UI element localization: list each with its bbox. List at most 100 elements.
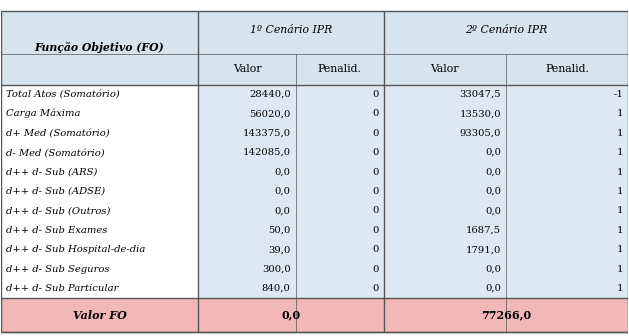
Text: 0: 0 (372, 284, 379, 293)
Bar (384, 162, 628, 182)
Text: 1: 1 (617, 226, 623, 235)
Text: 0: 0 (372, 168, 379, 176)
Text: 0: 0 (372, 90, 379, 99)
Text: d++ d- Sub Particular: d++ d- Sub Particular (6, 284, 118, 293)
Bar (198, 201, 384, 220)
Text: 1687,5: 1687,5 (466, 226, 501, 235)
Bar (198, 259, 384, 279)
Text: d++ d- Sub Seguros: d++ d- Sub Seguros (6, 265, 109, 274)
Bar (198, 85, 384, 104)
Bar (1, 85, 198, 104)
Text: Valor FO: Valor FO (72, 309, 126, 321)
Text: -1: -1 (613, 90, 623, 99)
Text: d++ d- Sub Exames: d++ d- Sub Exames (6, 226, 107, 235)
Text: 0: 0 (372, 148, 379, 157)
Bar (1, 11, 628, 54)
Text: 840,0: 840,0 (262, 284, 291, 293)
Text: 1: 1 (617, 265, 623, 274)
Bar (198, 240, 384, 259)
Text: 143375,0: 143375,0 (243, 129, 291, 138)
Text: d++ d- Sub (ARS): d++ d- Sub (ARS) (6, 168, 97, 176)
Bar (198, 220, 384, 240)
Text: 50,0: 50,0 (269, 226, 291, 235)
Text: Penalid.: Penalid. (545, 65, 589, 74)
Text: 0,0: 0,0 (485, 265, 501, 274)
Bar (384, 85, 628, 104)
Text: 1: 1 (617, 284, 623, 293)
Text: 142085,0: 142085,0 (243, 148, 291, 157)
Bar (1, 54, 628, 85)
Bar (1, 259, 198, 279)
Bar (384, 123, 628, 143)
Text: d- Med (Somatório): d- Med (Somatório) (6, 148, 104, 157)
Bar (384, 182, 628, 201)
Text: Carga Máxima: Carga Máxima (6, 109, 81, 119)
Bar (384, 240, 628, 259)
Text: 0: 0 (372, 187, 379, 196)
Text: 1: 1 (617, 245, 623, 254)
Text: 0,0: 0,0 (275, 168, 291, 176)
Text: 93305,0: 93305,0 (459, 129, 501, 138)
Bar (1, 279, 198, 298)
Bar (198, 123, 384, 143)
Text: 0,0: 0,0 (281, 309, 301, 321)
Text: 1: 1 (617, 109, 623, 118)
Text: 1: 1 (617, 148, 623, 157)
Text: 0,0: 0,0 (485, 187, 501, 196)
Bar (1, 143, 198, 162)
Bar (384, 104, 628, 123)
Text: Valor: Valor (233, 65, 261, 74)
Text: 0: 0 (372, 226, 379, 235)
Text: 0,0: 0,0 (275, 187, 291, 196)
Bar (1, 298, 198, 332)
Text: d+ Med (Somatório): d+ Med (Somatório) (6, 129, 109, 138)
Text: 0,0: 0,0 (275, 206, 291, 215)
Text: d++ d- Sub Hospital-de-dia: d++ d- Sub Hospital-de-dia (6, 245, 145, 254)
Bar (198, 279, 384, 298)
Text: 300,0: 300,0 (262, 265, 291, 274)
Bar (1, 104, 198, 123)
Bar (198, 143, 384, 162)
Text: Penalid.: Penalid. (318, 65, 362, 74)
Bar (198, 182, 384, 201)
Text: 0: 0 (372, 129, 379, 138)
Text: 0,0: 0,0 (485, 168, 501, 176)
Text: 33047,5: 33047,5 (459, 90, 501, 99)
Text: 2º Cenário IPR: 2º Cenário IPR (465, 25, 547, 35)
Text: 1: 1 (617, 187, 623, 196)
Text: 0: 0 (372, 245, 379, 254)
Text: 0,0: 0,0 (485, 148, 501, 157)
Bar (384, 298, 628, 332)
Bar (384, 220, 628, 240)
Bar (198, 298, 384, 332)
Bar (1, 182, 198, 201)
Text: 39,0: 39,0 (269, 245, 291, 254)
Bar (1, 162, 198, 182)
Text: 28440,0: 28440,0 (249, 90, 291, 99)
Text: Função Objetivo (FO): Função Objetivo (FO) (35, 42, 164, 53)
Text: 0,0: 0,0 (485, 206, 501, 215)
Bar (198, 162, 384, 182)
Bar (1, 220, 198, 240)
Text: 1: 1 (617, 206, 623, 215)
Text: d++ d- Sub (ADSE): d++ d- Sub (ADSE) (6, 187, 105, 196)
Bar (198, 104, 384, 123)
Bar (384, 279, 628, 298)
Text: 56020,0: 56020,0 (249, 109, 291, 118)
Text: d++ d- Sub (Outros): d++ d- Sub (Outros) (6, 206, 110, 215)
Text: 13530,0: 13530,0 (459, 109, 501, 118)
Bar (1, 201, 198, 220)
Text: 1791,0: 1791,0 (465, 245, 501, 254)
Text: 1º Cenário IPR: 1º Cenário IPR (250, 25, 332, 35)
Bar (1, 240, 198, 259)
Text: 1: 1 (617, 168, 623, 176)
Text: Valor: Valor (430, 65, 459, 74)
Text: 1: 1 (617, 129, 623, 138)
Bar (1, 123, 198, 143)
Bar (384, 201, 628, 220)
Text: 0: 0 (372, 206, 379, 215)
Text: 0,0: 0,0 (485, 284, 501, 293)
Text: 77266,0: 77266,0 (481, 309, 531, 321)
Bar (384, 143, 628, 162)
Bar (384, 259, 628, 279)
